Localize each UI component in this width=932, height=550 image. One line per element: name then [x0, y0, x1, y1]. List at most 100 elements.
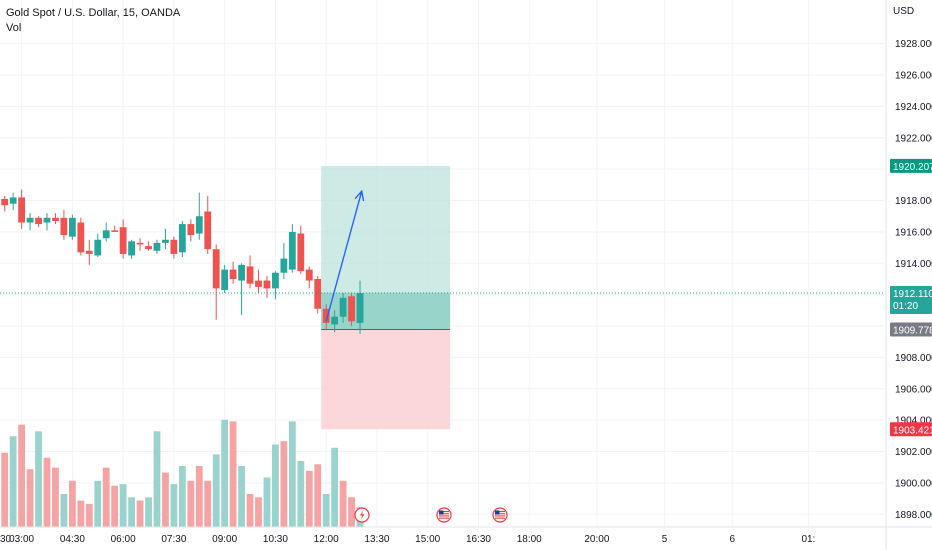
volume-bar	[280, 441, 288, 527]
volume-legend-label[interactable]: Vol	[6, 22, 22, 34]
volume-bar	[178, 465, 186, 527]
flag-stripe	[495, 517, 505, 519]
price-tick-label: 1906.000	[895, 384, 932, 395]
flag-canton	[495, 510, 500, 515]
candle-body	[102, 230, 110, 239]
time-tick-label: 03:00	[9, 534, 34, 545]
candle-body	[272, 272, 279, 289]
us-flag-icon[interactable]	[436, 507, 452, 523]
volume-bar	[94, 480, 102, 527]
target-price-tag-bg	[890, 158, 932, 173]
candle-body	[322, 308, 330, 323]
candle-body	[85, 250, 93, 254]
flag-stripe	[495, 511, 505, 513]
volume-bar	[305, 470, 313, 527]
candle-body	[280, 258, 288, 273]
volume-bar	[204, 480, 212, 527]
time-tick-label: 07:30	[161, 534, 186, 545]
volume-bar	[128, 497, 135, 527]
lightning-icon-bolt	[360, 510, 365, 520]
candle-body	[339, 297, 347, 317]
time-tick-label: 10:30	[263, 534, 288, 545]
candle-body	[153, 242, 161, 251]
volume-bar	[119, 484, 127, 527]
loss-zone	[321, 329, 451, 430]
flag-stripe	[495, 513, 505, 515]
volume-bar	[297, 461, 305, 527]
candlestick-series[interactable]	[1, 189, 364, 334]
price-tick-label: 1924.000	[895, 102, 932, 113]
candle-body	[314, 278, 322, 309]
price-tick-label: 1908.000	[895, 353, 932, 364]
chart-legend: Gold Spot / U.S. Dollar, 15, OANDA Vol	[6, 6, 180, 36]
flag-stripe	[439, 517, 449, 519]
candle-body	[128, 241, 135, 256]
time-tick-label: 04:30	[60, 534, 85, 545]
volume-bar	[77, 500, 85, 527]
us-flag-icon[interactable]	[492, 507, 508, 523]
candle-body	[18, 197, 26, 223]
time-tick-label: 20:00	[584, 534, 609, 545]
candle-body	[119, 227, 127, 254]
volume-bar	[43, 457, 51, 527]
candle-body	[288, 231, 296, 270]
volume-bar	[102, 467, 110, 527]
volume-bar	[348, 497, 355, 527]
volume-bars	[1, 419, 364, 527]
candle-body	[204, 211, 212, 250]
volume-bar	[162, 472, 169, 527]
price-tick-label: 1928.000	[895, 39, 932, 50]
candle-body	[221, 269, 229, 290]
symbol-title[interactable]: Gold Spot / U.S. Dollar, 15, OANDA	[6, 7, 181, 19]
flag-stripe	[495, 515, 505, 517]
candle-body	[229, 269, 237, 279]
current-price-tag: 1912.110	[893, 289, 932, 300]
candle-body	[111, 230, 119, 232]
time-tick-label: 5	[662, 534, 668, 545]
volume-bar	[331, 447, 339, 527]
volume-bar	[187, 480, 195, 527]
candle-body	[246, 266, 254, 284]
candle-body	[187, 224, 195, 236]
candle-body	[68, 217, 76, 237]
candle-body	[356, 293, 364, 323]
volume-bar	[52, 467, 59, 527]
candle-body	[77, 222, 85, 253]
event-markers[interactable]	[354, 507, 508, 523]
volume-bar	[35, 431, 42, 527]
flag-canton	[439, 510, 444, 515]
candle-body	[238, 264, 245, 281]
candle-body	[297, 233, 305, 272]
candle-body	[94, 239, 102, 256]
candle-body	[43, 217, 51, 223]
volume-bar	[153, 431, 161, 527]
volume-bar	[272, 444, 279, 527]
candle-body	[263, 280, 271, 289]
candle-body	[305, 269, 313, 281]
flag-icon-ring	[436, 507, 452, 523]
volume-bar	[238, 465, 245, 527]
lightning-icon[interactable]	[354, 507, 370, 523]
volume-bar	[246, 494, 254, 527]
candle-body	[170, 239, 178, 254]
price-tick-label: 1898.000	[895, 510, 932, 521]
long-position-tool[interactable]	[321, 165, 451, 430]
volume-bar	[26, 469, 34, 527]
current-price-tag-bg	[890, 285, 932, 314]
candle-body	[35, 217, 42, 225]
flag-stripe	[439, 511, 449, 513]
price-axis[interactable]: USD 1928.000 1926.000 1924.000 1922.000 1920.…	[885, 0, 932, 550]
time-tick-label: 18:00	[517, 534, 542, 545]
volume-bar	[288, 421, 296, 527]
volume-bar	[136, 500, 144, 527]
volume-bar	[1, 452, 9, 527]
candle-body	[1, 198, 9, 206]
volume-bar	[18, 424, 26, 527]
target-price-tag: 1920.207	[893, 162, 932, 173]
volume-bar	[195, 465, 203, 527]
price-tick-label: 1902.000	[895, 447, 932, 458]
entry-price-tag: 1909.778	[893, 326, 932, 337]
current-price-tag-countdown: 01:20	[893, 301, 918, 312]
